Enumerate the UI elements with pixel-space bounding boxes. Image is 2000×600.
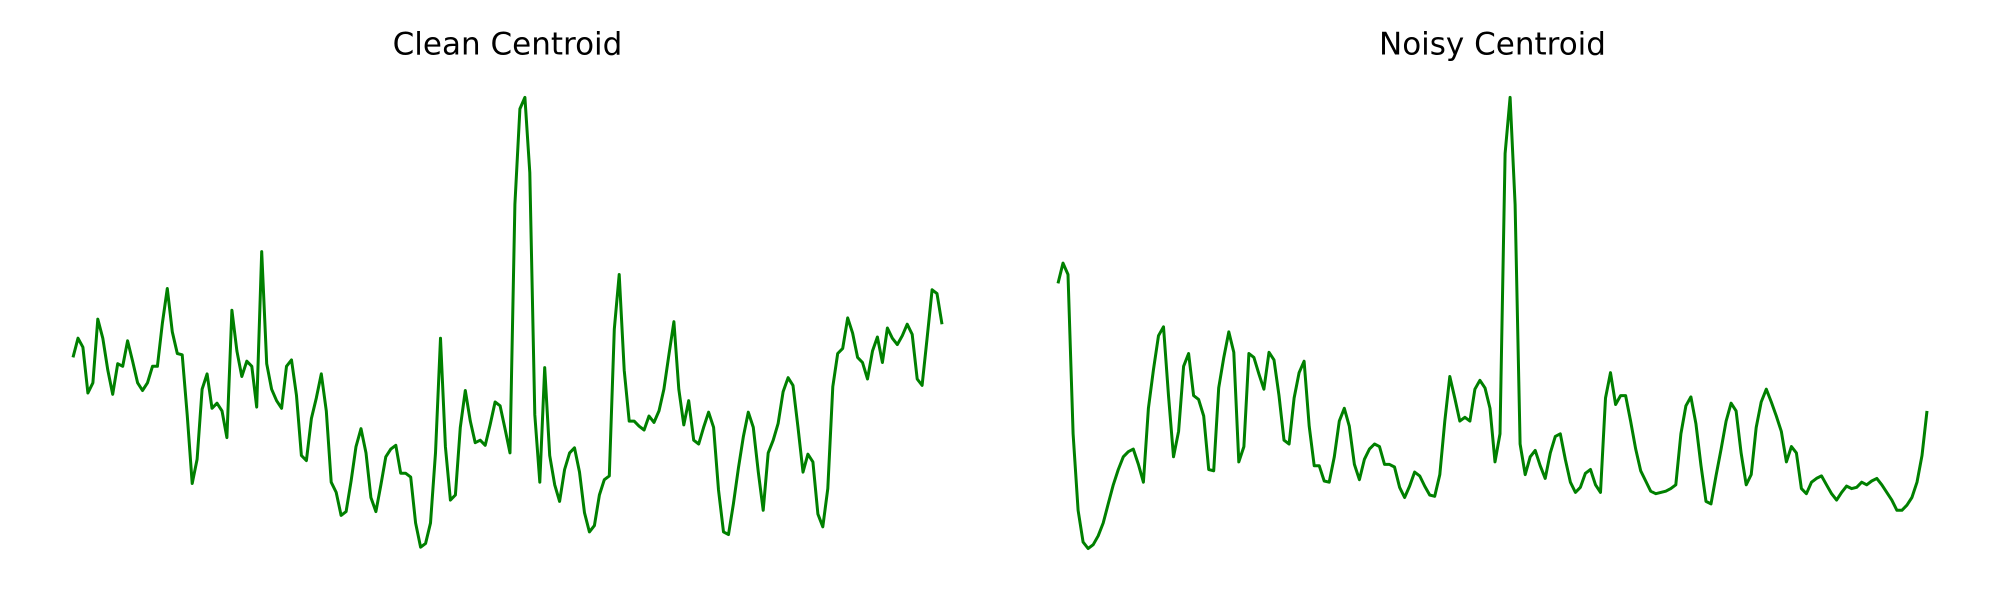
- chart-title: Clean Centroid: [393, 27, 623, 63]
- chart-title: Noisy Centroid: [1379, 27, 1606, 63]
- line: [71, 95, 944, 549]
- line: [1056, 95, 1929, 550]
